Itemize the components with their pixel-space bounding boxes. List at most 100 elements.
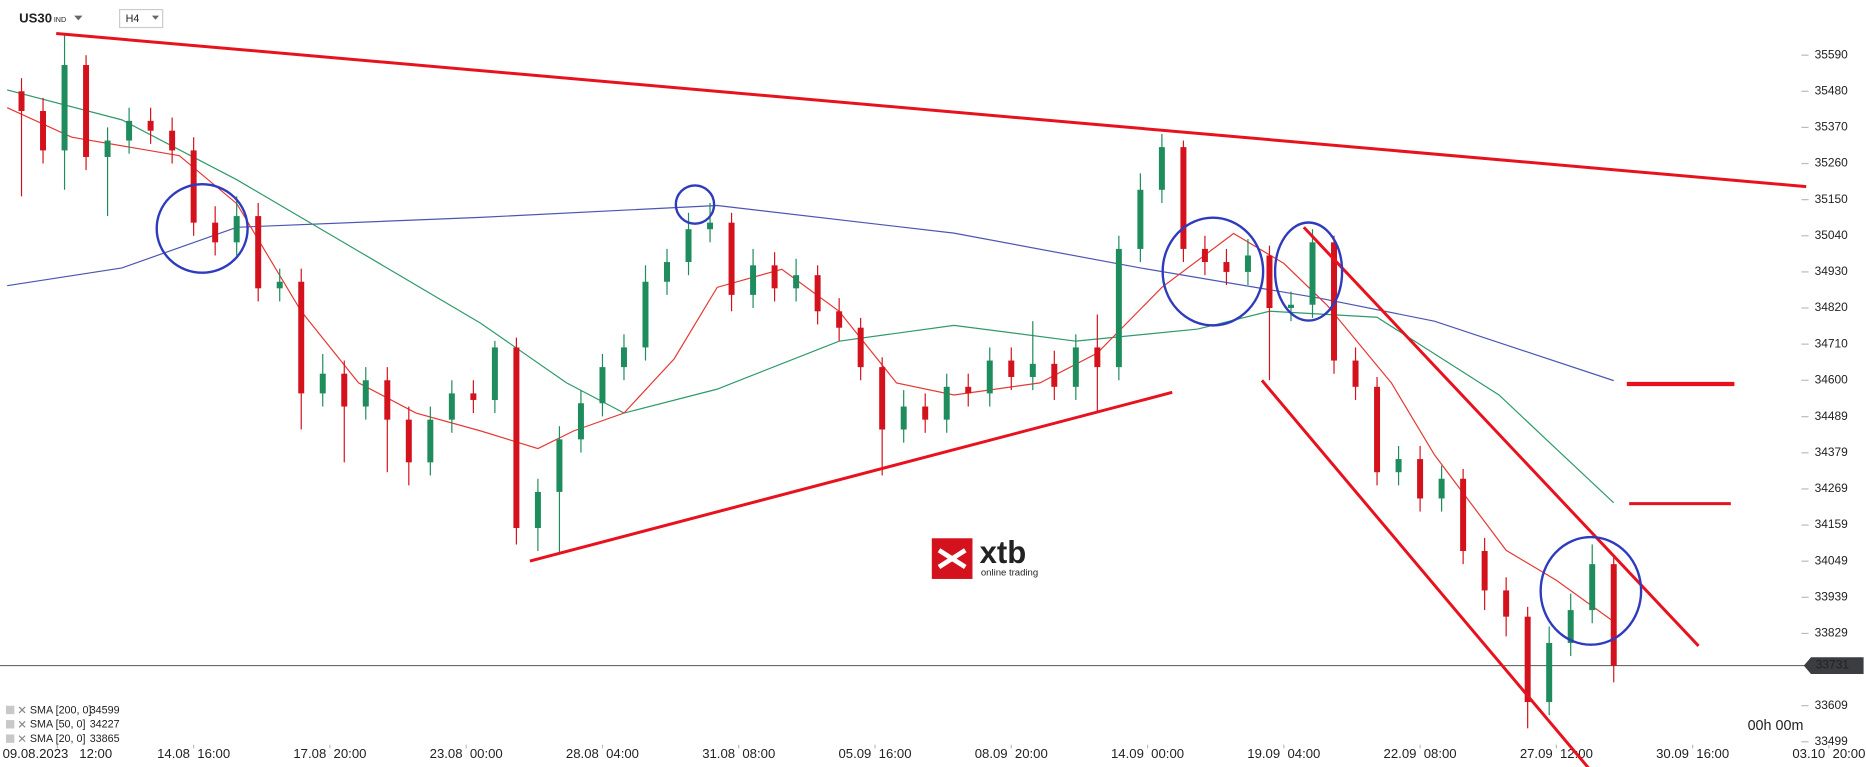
last-price-box <box>1803 657 1864 674</box>
timeframe-box[interactable] <box>119 8 164 29</box>
logo-text: xtb <box>980 535 1027 570</box>
highlight-circle <box>155 183 249 274</box>
candle-body <box>943 386 950 420</box>
legend-value: 34227 <box>90 719 120 731</box>
y-tick-label: 34379 <box>1815 445 1849 459</box>
candle-body <box>534 491 541 529</box>
legend: SMA [200, 0]34599 SMA [50, 0] 34227 SMA [20… <box>5 704 120 745</box>
candle-body <box>599 367 606 404</box>
x-tick-label: 17.08 20:00 <box>293 746 366 761</box>
candle-body <box>1266 255 1273 309</box>
candle-body <box>384 380 391 420</box>
candle-body <box>83 65 90 157</box>
y-tick-label: 35590 <box>1815 47 1849 61</box>
y-tick-label: 35040 <box>1815 228 1849 242</box>
last-price-label: 33731 <box>1816 658 1850 672</box>
legend-value: 33865 <box>90 733 120 745</box>
candle-body <box>1524 616 1531 703</box>
candle-body <box>190 150 197 223</box>
y-tick-label: 35150 <box>1815 192 1849 206</box>
candle-body <box>1137 189 1144 249</box>
symbol-tag: IND <box>54 16 66 24</box>
candle-body <box>1008 360 1015 377</box>
legend-icon <box>5 705 15 715</box>
sma-line <box>7 204 1614 382</box>
candle-body <box>212 222 219 243</box>
highlight-circle <box>1539 535 1643 646</box>
candle-body <box>362 380 369 407</box>
x-tick-label: 14.08 16:00 <box>157 746 230 761</box>
y-tick-label: 33609 <box>1815 698 1849 712</box>
legend-close[interactable] <box>18 720 26 728</box>
y-tick-label: 33829 <box>1815 626 1849 640</box>
candle-body <box>470 393 477 400</box>
candle-body <box>556 439 563 492</box>
candle-body <box>1115 248 1122 368</box>
candle-body <box>255 216 262 289</box>
candle-body <box>1460 478 1467 552</box>
candle-body <box>1180 147 1187 249</box>
candle-body <box>405 419 412 463</box>
candle-body <box>1309 242 1316 305</box>
candle-body <box>1029 363 1036 377</box>
x-tick-label: 09.08.2023 12:00 <box>3 746 113 761</box>
trendline <box>529 390 1173 563</box>
candle-body <box>664 262 671 282</box>
x-tick-label: 28.08 04:00 <box>566 746 639 761</box>
candle-body <box>728 222 735 295</box>
candle-body <box>448 393 455 420</box>
candle-body <box>750 265 757 295</box>
axes: 35590 35480 35370 35260 35150 35040 34930 34820… <box>0 47 1865 761</box>
candle-body <box>40 110 47 151</box>
legend-value: 34599 <box>90 704 120 716</box>
candle-body <box>1094 347 1101 368</box>
x-tick-label: 22.09 08:00 <box>1384 746 1457 761</box>
trendline <box>1302 226 1700 647</box>
candle-body <box>836 311 843 328</box>
x-tick-label: 23.08 00:00 <box>430 746 503 761</box>
trendline <box>1260 379 1590 767</box>
candle-body <box>879 367 886 430</box>
y-tick-label: 33939 <box>1815 589 1849 603</box>
candle-body <box>620 347 627 368</box>
candle-body <box>18 91 25 111</box>
x-tick-label: 30.09 16:00 <box>1656 746 1729 761</box>
candle-body <box>922 406 929 420</box>
candle-body <box>1072 347 1079 387</box>
candle-body <box>1417 459 1424 499</box>
candle-body <box>104 140 111 157</box>
candle-body <box>1158 147 1165 190</box>
legend-icon <box>5 734 15 743</box>
candle-body <box>1395 459 1402 473</box>
y-tick-label: 34930 <box>1815 264 1849 278</box>
candle-body <box>642 281 649 348</box>
candle-body <box>577 403 584 440</box>
y-tick-label: 34269 <box>1815 481 1849 495</box>
countdown: 00h 00m <box>1748 718 1804 734</box>
legend-close[interactable] <box>18 735 26 743</box>
dropdown-arrow[interactable] <box>151 15 160 20</box>
y-tick-label: 34820 <box>1815 300 1849 314</box>
x-tick-label: 14.09 00:00 <box>1111 746 1184 761</box>
candle-body <box>771 265 778 289</box>
candle-body <box>1201 248 1208 263</box>
x-tick-label: 19.09 04:00 <box>1247 746 1320 761</box>
candle-body <box>1244 255 1251 272</box>
candle-body <box>1546 642 1553 703</box>
y-tick-label: 33499 <box>1815 734 1849 748</box>
candle-body <box>491 347 498 400</box>
candle-body <box>126 120 133 141</box>
candle-body <box>1567 610 1574 643</box>
highlight-circle <box>1273 221 1344 322</box>
candle-body <box>1051 363 1058 387</box>
candle-body <box>1352 360 1359 387</box>
candle-body <box>169 130 176 151</box>
legend-close[interactable] <box>18 706 26 714</box>
y-tick-label: 35260 <box>1815 156 1849 170</box>
dropdown-arrow[interactable] <box>74 15 83 21</box>
watermark: xtb online trading <box>931 535 1038 579</box>
candle-body <box>276 281 283 289</box>
candle-body <box>513 347 520 529</box>
legend-label: SMA [50, 0] <box>30 719 86 731</box>
